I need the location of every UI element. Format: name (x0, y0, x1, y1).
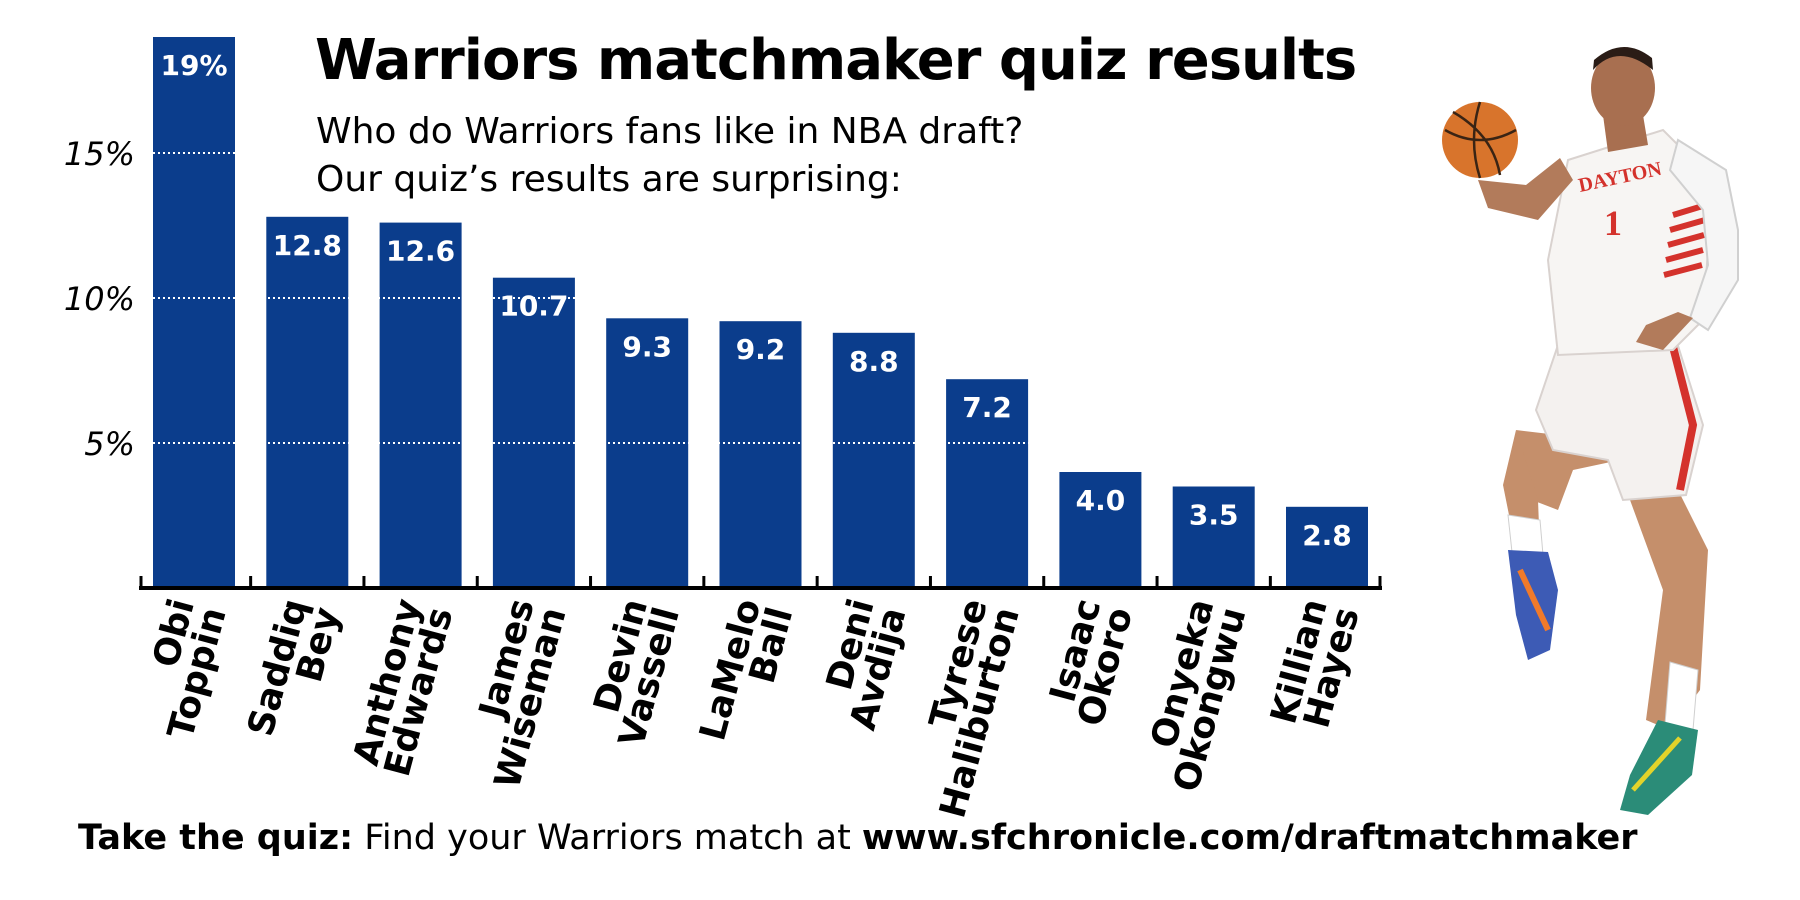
player-back-leg (1630, 450, 1708, 730)
y-axis-tick-labels: 5% 10% 15% (64, 135, 135, 463)
category-label-5: LaMeloBall (692, 595, 801, 754)
category-label-7: TyreseHaliburton (900, 595, 1027, 823)
category-label-4: DevinVassell (580, 595, 688, 751)
player-back-shoe (1620, 720, 1698, 815)
bar-2 (379, 222, 462, 588)
player-front-shoe (1508, 550, 1558, 660)
subtitle-line-2: Our quiz’s results are surprising: (316, 159, 902, 200)
category-label-6: DeniAvdija (811, 595, 915, 735)
category-label-10: KillianHayes (1263, 595, 1367, 737)
footer-text: Find your Warriors match at (353, 818, 862, 858)
bar-4 (606, 318, 689, 588)
subtitle-line-1: Who do Warriors fans like in NBA draft? (316, 111, 1024, 152)
player-front-sock (1507, 514, 1544, 556)
bar-labels-group: 19% 12.8 12.6 10.7 9.3 9.2 8.8 7.2 4.0 3.5 2.8 (160, 49, 1351, 552)
bar-value-label-9: 3.5 (1189, 499, 1239, 532)
y-tick-label-0: 5% (84, 425, 135, 463)
bar-value-label-7: 7.2 (962, 391, 1012, 424)
bar-value-label-1: 12.8 (273, 229, 342, 262)
category-label-2: AnthonyEdwards (345, 595, 461, 781)
player-photo: DAYTON 1 (1442, 46, 1739, 815)
bar-value-label-6: 8.8 (849, 345, 899, 378)
footer-url[interactable]: www.sfchronicle.com/draftmatchmaker (861, 818, 1638, 858)
bar-3 (492, 277, 575, 588)
player-jersey (1546, 128, 1715, 357)
player-shorts (1534, 328, 1705, 502)
y-tick-label-1: 10% (64, 280, 135, 318)
bar-6 (832, 332, 915, 588)
bar-7 (946, 379, 1029, 588)
bar-value-label-0: 19% (160, 49, 227, 82)
x-axis (139, 576, 1382, 590)
player-head (1591, 50, 1655, 126)
chart-subtitle: Who do Warriors fans like in NBA draft? … (316, 108, 1023, 204)
player-back-sock (1664, 661, 1699, 731)
bar-9 (1172, 486, 1255, 588)
bars-group (153, 37, 1368, 589)
chart-title: Warriors matchmaker quiz results (315, 28, 1357, 93)
bar-8 (1059, 472, 1142, 588)
jersey-number: 1 (1604, 203, 1622, 243)
y-tick-label-2: 15% (64, 135, 135, 173)
category-label-0: ObiToppin (129, 595, 235, 744)
bar-value-label-4: 9.3 (622, 330, 672, 363)
bar-10 (1286, 506, 1368, 588)
bar-value-label-3: 10.7 (499, 290, 568, 323)
bar-value-label-10: 2.8 (1302, 519, 1352, 552)
bar-value-label-2: 12.6 (386, 235, 455, 268)
bar-1 (266, 216, 349, 589)
bar-value-label-8: 4.0 (1076, 484, 1126, 517)
footer-lead: Take the quiz: (78, 818, 354, 858)
player-arm-sleeve (1668, 138, 1739, 332)
category-label-9: OnyekaOkongwu (1134, 595, 1254, 796)
category-label-1: SaddiqBey (240, 595, 348, 749)
category-label-8: IsaacOkoro (1038, 595, 1141, 731)
footer-cta: Take the quiz: Find your Warriors match … (78, 818, 1638, 858)
bar-0 (153, 37, 235, 588)
player-arm-ball (1478, 158, 1573, 220)
bar-5 (719, 321, 802, 588)
category-label-3: JamesWiseman (455, 595, 574, 793)
bar-value-label-5: 9.2 (736, 333, 786, 366)
